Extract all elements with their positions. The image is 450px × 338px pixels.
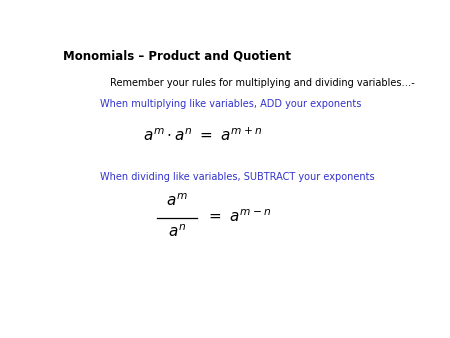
Text: $a^{m} \cdot a^{n}\ =\ a^{m+n}$: $a^{m} \cdot a^{n}\ =\ a^{m+n}$	[143, 127, 262, 144]
Text: $a^{m}$: $a^{m}$	[166, 192, 187, 209]
Text: Remember your rules for multiplying and dividing variables…-: Remember your rules for multiplying and …	[110, 78, 415, 88]
Text: $=\ a^{m-n}$: $=\ a^{m-n}$	[206, 208, 271, 224]
Text: When dividing like variables, SUBTRACT your exponents: When dividing like variables, SUBTRACT y…	[100, 172, 374, 182]
Text: Monomials – Product and Quotient: Monomials – Product and Quotient	[63, 50, 291, 63]
Text: $a^{n}$: $a^{n}$	[167, 223, 185, 240]
Text: When multiplying like variables, ADD your exponents: When multiplying like variables, ADD you…	[100, 99, 361, 109]
